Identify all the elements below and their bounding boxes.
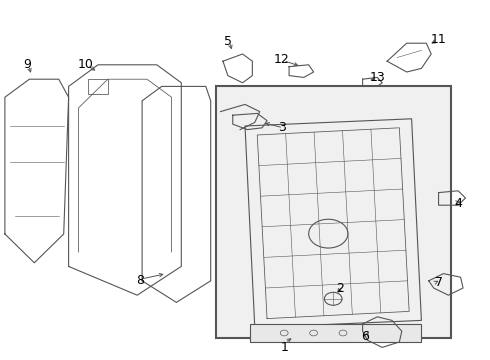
Text: 9: 9	[23, 58, 31, 71]
Text: 6: 6	[361, 330, 369, 343]
Text: 3: 3	[278, 121, 286, 134]
Text: 12: 12	[274, 53, 290, 66]
Text: 11: 11	[431, 33, 446, 46]
Text: 7: 7	[435, 276, 442, 289]
Text: 1: 1	[280, 341, 288, 354]
Bar	[88, 79, 108, 94]
Text: 2: 2	[337, 282, 344, 294]
Text: 4: 4	[454, 197, 462, 210]
Text: 5: 5	[224, 35, 232, 48]
Bar	[216, 86, 451, 338]
Text: 13: 13	[369, 71, 385, 84]
Text: 8: 8	[136, 274, 144, 287]
Text: 10: 10	[78, 58, 94, 71]
Bar	[250, 324, 421, 342]
